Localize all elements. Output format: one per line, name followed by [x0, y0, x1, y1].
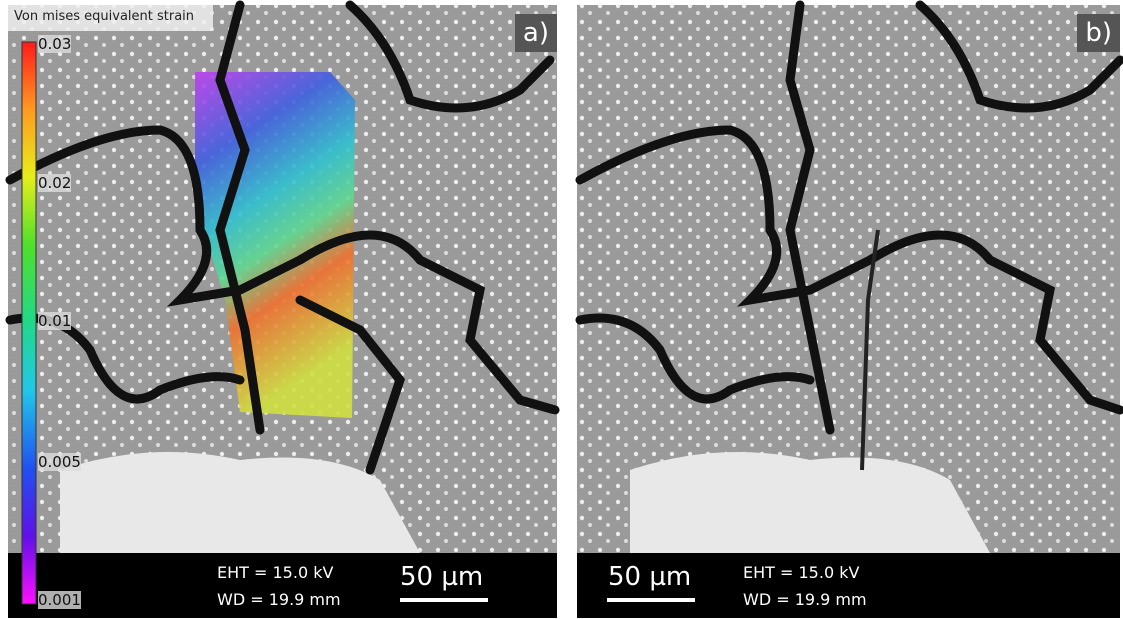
colorbar-tick: 0.01	[38, 312, 71, 330]
scale-bar-label: 50 µm	[608, 562, 691, 592]
wd: WD = 19.9 mm	[217, 590, 341, 609]
colorbar-tick: 0.03	[38, 35, 71, 53]
colorbar-tick: 0.02	[38, 174, 71, 192]
colorbar-title: Von mises equivalent strain	[14, 9, 194, 24]
panel-label: b)	[1077, 14, 1120, 52]
scale-bar-a	[400, 598, 488, 602]
panel-label: a)	[515, 14, 557, 52]
figure	[0, 0, 1123, 619]
scale-bar-b	[607, 598, 695, 602]
eht: EHT = 15.0 kV	[217, 563, 333, 582]
wd: WD = 19.9 mm	[743, 590, 867, 609]
colorbar	[22, 42, 36, 604]
scale-bar-label: 50 µm	[400, 562, 483, 592]
colorbar-tick: 0.001	[38, 591, 81, 609]
colorbar-tick: 0.005	[38, 453, 81, 471]
page: Von mises equivalent strain 0.03 0.02 0.01…	[0, 0, 1123, 619]
eht: EHT = 15.0 kV	[743, 563, 859, 582]
